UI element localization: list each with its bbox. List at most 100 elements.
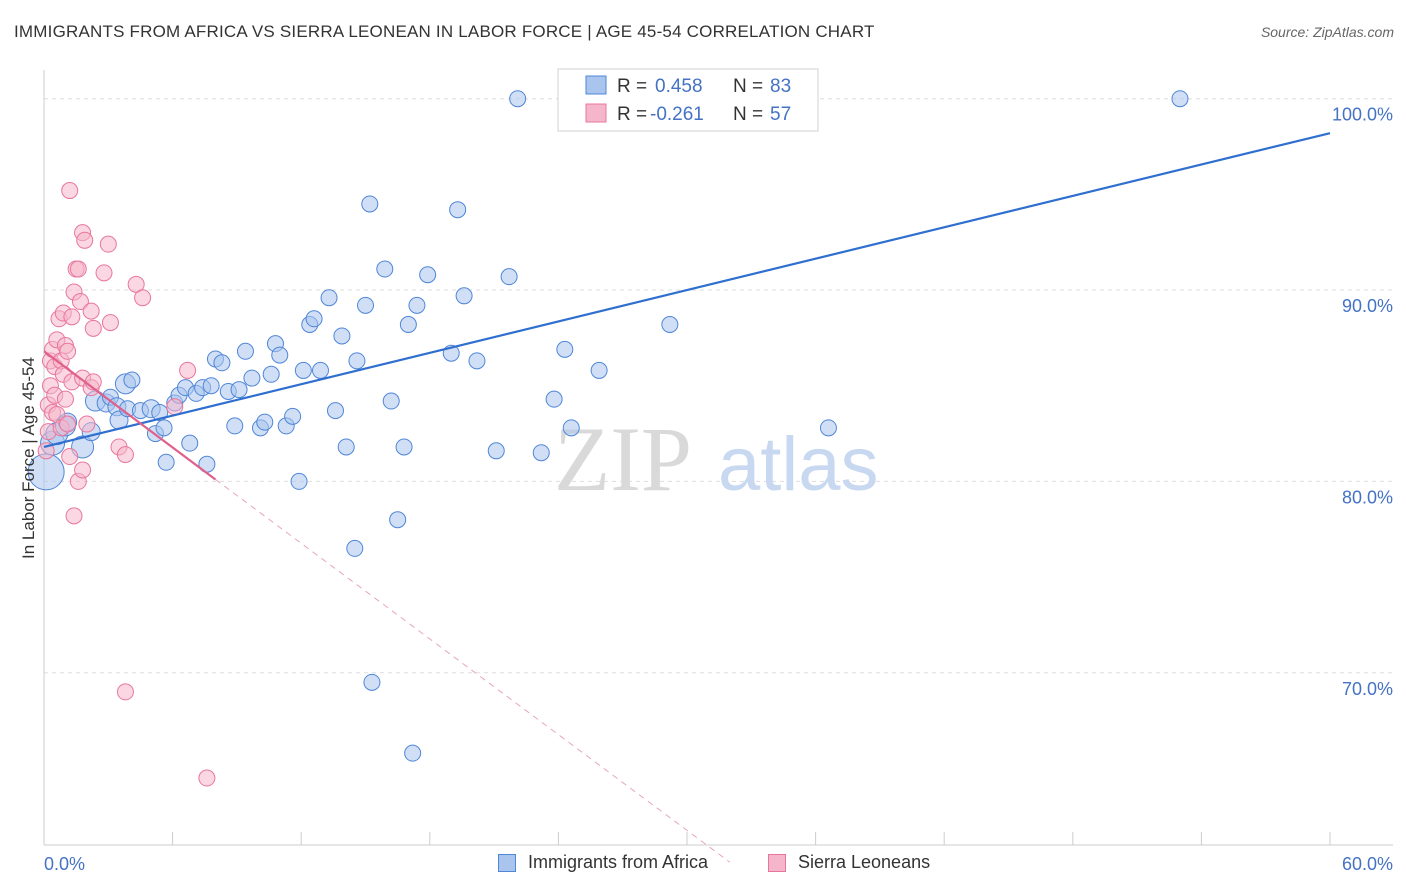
scatter-point — [449, 201, 467, 219]
scatter-point — [500, 268, 518, 286]
x-tick-label-max: 60.0% — [1342, 854, 1393, 874]
scatter-point — [346, 539, 364, 557]
legend-r-value-pink: -0.261 — [650, 104, 704, 125]
scatter-point — [1171, 90, 1189, 108]
legend-r-label-blue: R = — [617, 76, 647, 97]
y-axis-label: In Labor Force | Age 45-54 — [19, 357, 38, 559]
scatter-point — [389, 511, 407, 529]
bottom-legend-swatch-pink — [768, 853, 786, 872]
bottom-legend-swatch-blue — [498, 853, 516, 872]
scatter-point — [337, 438, 355, 456]
scatter-point — [166, 398, 184, 416]
watermark-atlas: atlas — [718, 422, 879, 507]
scatter-point — [78, 415, 96, 433]
scatter-point — [198, 769, 216, 787]
scatter-point — [243, 369, 261, 387]
scatter-point — [179, 361, 197, 379]
legend-swatch-blue — [585, 75, 607, 95]
bottom-legend: Immigrants from Africa Sierra Leoneans — [0, 852, 1406, 876]
legend-n-label-pink: N = — [733, 104, 763, 125]
y-tick-labels: 70.0% 80.0% 90.0% 100.0% — [1332, 105, 1393, 699]
x-ticks — [43, 832, 1331, 845]
chart-title: IMMIGRANTS FROM AFRICA VS SIERRA LEONEAN… — [14, 22, 875, 41]
scatter-point — [82, 302, 100, 320]
scatter-point — [226, 417, 244, 435]
scatter-point — [395, 438, 413, 456]
scatter-point — [69, 260, 87, 278]
legend-n-value-blue: 83 — [770, 76, 791, 97]
scatter-point — [59, 415, 77, 433]
scatter-point — [399, 316, 417, 334]
legend-swatch-pink — [585, 103, 607, 123]
legend-n-value-pink: 57 — [770, 104, 791, 125]
scatter-point — [157, 453, 175, 471]
scatter-point — [556, 340, 574, 358]
scatter-point — [74, 461, 92, 479]
scatter-point — [123, 371, 141, 389]
scatter-point — [230, 381, 248, 399]
scatter-point — [320, 289, 338, 307]
scatter-point — [101, 314, 119, 332]
scatter-point — [305, 310, 323, 328]
scatter-point — [562, 419, 580, 437]
scatter-point — [294, 361, 312, 379]
trendline-africa — [43, 132, 1331, 449]
trendlines — [43, 132, 1331, 863]
y-tick-label: 90.0% — [1342, 296, 1393, 316]
scatter-point — [311, 361, 329, 379]
scatter-point — [236, 342, 254, 360]
scatter-point — [348, 352, 366, 370]
scatter-point — [63, 308, 81, 326]
scatter-point — [819, 419, 837, 437]
y-tick-label: 100.0% — [1332, 105, 1393, 125]
scatter-point — [404, 744, 422, 762]
legend-r-value-blue: 0.458 — [655, 76, 703, 97]
y-tick-label: 80.0% — [1342, 487, 1393, 507]
scatter-point — [116, 683, 134, 701]
scatter-point — [290, 472, 308, 490]
scatter-point — [59, 342, 77, 360]
scatter-point — [455, 287, 473, 305]
scatter-point — [155, 419, 173, 437]
legend-box: R = 0.458 N = 83 R = -0.261 N = 57 — [557, 68, 819, 132]
scatter-point — [363, 673, 381, 691]
scatter-point — [116, 446, 134, 464]
scatter-point — [202, 377, 220, 395]
scatter-point — [545, 390, 563, 408]
scatter-point — [590, 361, 608, 379]
scatter-point — [134, 289, 152, 307]
scatter-point — [95, 264, 113, 282]
scatter-point — [71, 293, 89, 311]
x-tick-label-min: 0.0% — [44, 854, 85, 874]
scatter-point — [357, 296, 374, 314]
trendline-sierra-extended — [215, 479, 731, 863]
scatter-point — [61, 182, 79, 200]
scatter-point — [99, 235, 117, 253]
legend-n-label-blue: N = — [733, 76, 763, 97]
scatter-point — [509, 90, 527, 108]
trendline-sierra — [43, 350, 217, 481]
scatter-point — [382, 392, 400, 410]
scatter-point — [419, 266, 437, 284]
scatter-point — [326, 402, 344, 420]
scatter-point — [56, 390, 74, 408]
scatter-point — [271, 346, 289, 364]
scatter-point — [213, 354, 231, 372]
scatter-point — [532, 444, 550, 462]
watermark: ZIP atlas — [554, 408, 879, 510]
scatter-point — [361, 195, 379, 213]
scatter-point — [181, 434, 199, 452]
scatter-point — [262, 365, 280, 383]
scatter-point — [65, 507, 83, 525]
scatter-point — [468, 352, 486, 370]
scatter-point — [333, 327, 351, 345]
y-tick-label: 70.0% — [1342, 679, 1393, 699]
scatter-point — [661, 316, 679, 334]
legend-r-label-pink: R = — [617, 104, 647, 125]
scatter-point — [76, 231, 94, 249]
bottom-legend-item-sierra: Sierra Leoneans — [768, 852, 930, 873]
bottom-legend-label-sierra: Sierra Leoneans — [798, 852, 931, 872]
bottom-legend-label-africa: Immigrants from Africa — [528, 852, 709, 872]
scatter-point — [284, 407, 302, 425]
